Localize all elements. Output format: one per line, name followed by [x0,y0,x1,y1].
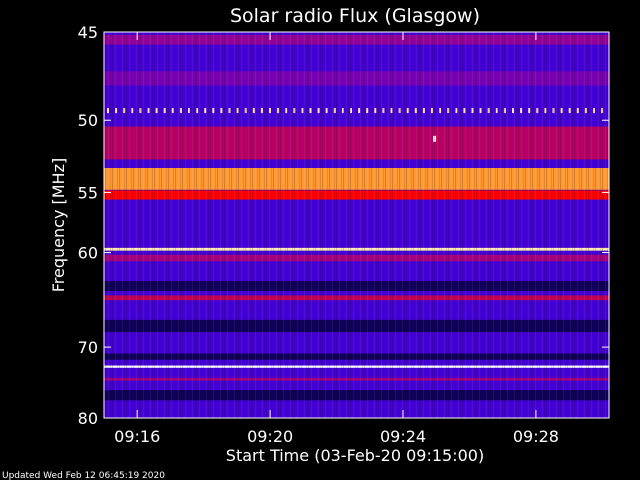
x-axis-label: Start Time (03-Feb-20 09:15:00) [226,446,484,465]
y-tick-label: 50 [78,111,98,130]
x-tick-label: 09:16 [114,427,160,446]
plot-frame [103,31,610,419]
plot-area [104,32,609,418]
chart-title: Solar radio Flux (Glasgow) [230,5,480,27]
x-tick-label: 09:20 [247,427,293,446]
x-tick-label: 09:28 [513,427,559,446]
y-tick-label: 60 [78,244,98,263]
y-axis-label: Frequency [MHz] [49,158,68,292]
speckle-texture [104,32,609,418]
updated-timestamp: Updated Wed Feb 12 06:45:19 2020 [2,471,165,480]
y-tick-label: 45 [78,23,98,42]
y-tick-label: 70 [78,338,98,357]
y-tick-label: 80 [78,409,98,428]
y-tick-label: 55 [78,183,98,202]
x-tick-label: 09:24 [380,427,426,446]
